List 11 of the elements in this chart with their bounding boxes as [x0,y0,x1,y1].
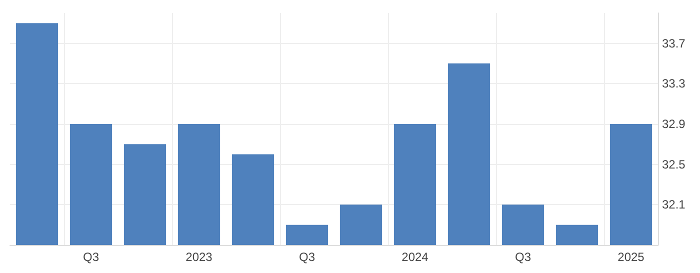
x-tick-label: Q3 [82,250,100,264]
y-tick-label: 33.7 [662,36,686,50]
y-tick-label: 32.9 [662,116,686,131]
y-tick-label: 33.3 [662,76,686,91]
x-tick-label: 2024 [402,250,429,264]
x-tick-label: Q3 [514,250,532,264]
x-tick-label: Q3 [298,250,316,264]
y-tick-label: 32.1 [662,198,686,212]
y-tick-label: 32.5 [662,157,686,172]
x-tick-label: 2023 [186,250,213,264]
x-tick-label: 2025 [618,250,645,264]
